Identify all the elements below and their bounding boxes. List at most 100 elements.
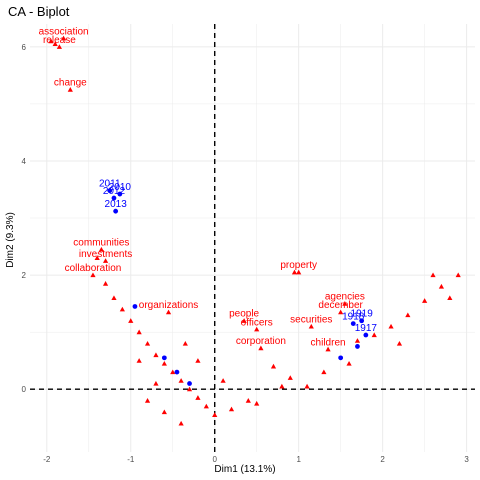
x-tick-label: 0: [212, 455, 217, 464]
row-point: [220, 378, 226, 383]
row-point: [254, 326, 260, 332]
col-point: [363, 332, 369, 338]
row-point: [165, 309, 172, 315]
axis-ticks: -2 -1 0 1 2 3 0 2 4 6: [22, 43, 470, 464]
row-point-label: december: [318, 300, 363, 311]
row-point: [119, 306, 125, 312]
row-point-label: release: [43, 35, 76, 46]
row-point: [153, 380, 159, 386]
row-point: [254, 400, 260, 406]
row-point: [56, 44, 62, 49]
col-point: [355, 344, 360, 349]
row-point: [241, 318, 247, 323]
row-point-label: corporation: [236, 336, 286, 347]
row-point: [455, 272, 461, 278]
row-point: [346, 360, 352, 366]
row-point: [212, 412, 218, 417]
y-tick-label: 4: [22, 157, 27, 166]
row-point-label: collaboration: [65, 263, 122, 274]
reference-lines: [30, 24, 475, 452]
row-point: [195, 395, 201, 400]
row-point: [287, 375, 293, 380]
row-point: [161, 360, 167, 366]
row-point: [186, 386, 193, 392]
x-tick-label: 1: [296, 455, 301, 464]
row-point-label: communities: [73, 237, 129, 248]
col-point: [338, 355, 344, 361]
col-point-label: 1917: [355, 323, 378, 334]
chart-title: CA - Biplot: [8, 4, 70, 19]
row-point-label: agencies: [325, 292, 365, 303]
row-point-label: change: [54, 78, 87, 89]
row-point: [354, 338, 361, 343]
row-point: [136, 329, 142, 335]
row-point: [321, 369, 327, 375]
row-point: [405, 312, 411, 318]
row-point: [308, 323, 314, 329]
row-point: [144, 398, 151, 403]
col-point-label: 2010: [109, 182, 132, 193]
row-point: [102, 258, 109, 263]
row-point: [178, 378, 184, 383]
row-point-label: officers: [241, 317, 273, 328]
row-point: [325, 346, 331, 352]
row-point: [270, 363, 277, 369]
row-point: [228, 406, 235, 412]
col-point-label: 2013: [105, 199, 128, 210]
row-point: [178, 420, 184, 426]
row-point: [182, 340, 188, 346]
row-point-label: association: [39, 26, 89, 37]
col-point: [359, 318, 365, 324]
row-point: [245, 398, 251, 403]
row-point: [258, 345, 264, 351]
y-axis-label: Dim2 (9.3%): [5, 212, 16, 268]
y-tick-label: 0: [22, 385, 27, 394]
col-point: [111, 195, 117, 201]
row-point: [195, 358, 201, 363]
row-point: [94, 255, 100, 261]
col-point: [117, 191, 123, 197]
row-point: [98, 246, 104, 252]
row-point-label: securities: [290, 314, 332, 325]
row-point: [161, 409, 167, 415]
row-point: [291, 269, 298, 275]
row-point: [438, 283, 445, 289]
row-point-label: investments: [79, 249, 132, 260]
row-point: [338, 309, 344, 315]
col-point-label: 2012: [103, 186, 126, 197]
x-tick-label: 3: [464, 455, 469, 464]
col-point: [113, 208, 119, 214]
col-point-label: 1919: [351, 309, 374, 320]
x-tick-label: -1: [127, 455, 135, 464]
col-point: [107, 188, 113, 194]
row-point-label: organizations: [139, 300, 198, 311]
row-point-label: property: [280, 260, 317, 271]
row-point: [422, 298, 428, 303]
row-point: [136, 358, 142, 363]
row-point: [111, 295, 117, 300]
row-point: [296, 269, 302, 275]
row-point: [67, 87, 73, 92]
row-point: [342, 301, 348, 306]
row-point: [90, 272, 96, 278]
row-point: [52, 41, 58, 47]
row-point-label: people: [229, 309, 259, 320]
col-point: [161, 355, 167, 361]
row-point: [388, 323, 394, 329]
row-point: [371, 332, 377, 338]
x-axis-label: Dim1 (13.1%): [214, 464, 275, 475]
col-point-label: 1918: [342, 312, 365, 323]
row-point-label: children: [311, 337, 346, 348]
row-point: [153, 352, 159, 358]
row-point: [48, 38, 54, 44]
row-point: [447, 295, 453, 300]
x-tick-label: -2: [43, 455, 51, 464]
row-point: [170, 369, 176, 375]
y-tick-label: 2: [22, 271, 27, 280]
row-point: [279, 383, 285, 389]
row-point: [430, 272, 436, 278]
row-point: [102, 281, 109, 286]
col-point: [187, 381, 192, 386]
